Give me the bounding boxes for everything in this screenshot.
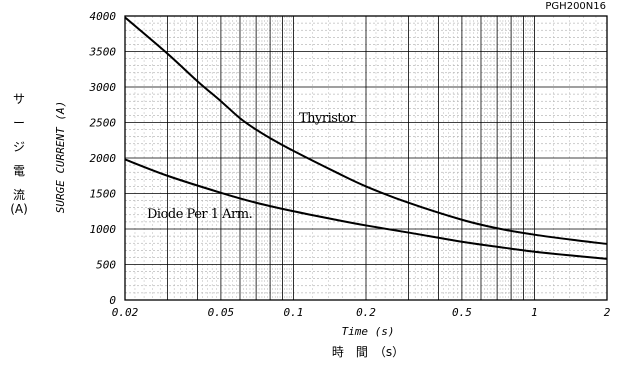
- y-tick-label: 3000: [89, 81, 117, 94]
- y-axis-title-jp-5: 流: [13, 188, 25, 202]
- major-grid: [125, 16, 607, 300]
- x-tick-label: 0.05: [208, 306, 235, 319]
- y-axis-title-jp-3: ジ: [13, 140, 25, 154]
- y-tick-label: 2000: [90, 152, 117, 165]
- x-axis-title-jp: 時 間 （s）: [332, 345, 404, 359]
- y-axis-title: SURGE CURRENT (A): [54, 101, 67, 214]
- series-layer: [124, 16, 608, 260]
- model-code: PGH200N16: [545, 1, 606, 12]
- y-tick-label: 4000: [90, 10, 117, 23]
- y-tick-label: 500: [96, 259, 116, 272]
- y-axis-title-jp-6: (A): [10, 202, 28, 216]
- y-tick-label: 3500: [89, 46, 117, 59]
- series-label-diode: Diode Per 1 Arm.: [147, 207, 252, 222]
- x-axis-title: Time (s): [342, 325, 395, 338]
- y-axis-title-jp-1: サ: [13, 92, 25, 106]
- y-tick-label: 0: [109, 294, 116, 307]
- series-line-diode: [124, 158, 608, 260]
- x-tick-label: 0.2: [356, 306, 376, 319]
- x-tick-label: 0.02: [112, 306, 139, 319]
- series-label-thyristor: Thyristor: [299, 111, 356, 126]
- series-line-thyristor: [124, 16, 608, 245]
- y-axis-title-jp-2: ー: [13, 116, 25, 130]
- x-tick-label: 1: [531, 306, 538, 319]
- y-tick-label: 1000: [90, 223, 117, 236]
- x-tick-label: 2: [604, 306, 611, 319]
- y-axis-title-jp-4: 電: [13, 164, 25, 178]
- x-tick-label: 0.5: [452, 306, 472, 319]
- plot-frame: [124, 15, 608, 301]
- y-tick-label: 2500: [90, 117, 117, 130]
- x-tick-label: 0.1: [284, 306, 304, 319]
- y-tick-labels: 0 500 1000 1500 2000 2500 3000 3500 4000: [89, 10, 117, 307]
- y-tick-label: 1500: [90, 188, 117, 201]
- x-tick-labels: 0.02 0.05 0.1 0.2 0.5 1 2: [112, 306, 611, 319]
